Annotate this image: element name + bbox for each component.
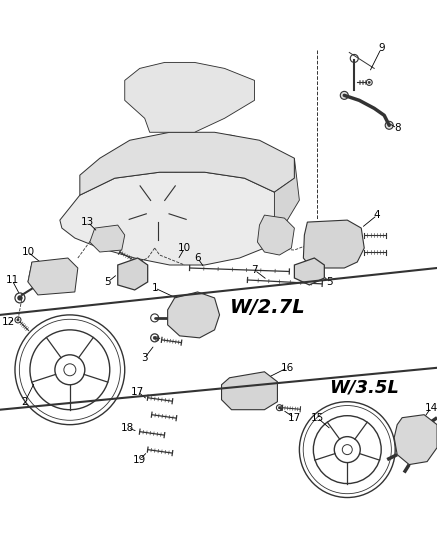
Polygon shape xyxy=(118,258,148,290)
Circle shape xyxy=(153,336,156,340)
Text: W/3.5L: W/3.5L xyxy=(329,379,399,397)
Text: 8: 8 xyxy=(394,123,400,133)
Text: 9: 9 xyxy=(378,44,385,53)
Text: 14: 14 xyxy=(424,403,438,413)
Text: 18: 18 xyxy=(121,423,134,433)
Text: 6: 6 xyxy=(194,253,201,263)
Text: 13: 13 xyxy=(81,217,95,227)
Text: 15: 15 xyxy=(311,413,324,423)
Text: 12: 12 xyxy=(1,317,14,327)
Polygon shape xyxy=(90,225,125,252)
Text: 17: 17 xyxy=(131,387,145,397)
Circle shape xyxy=(36,282,40,286)
Polygon shape xyxy=(125,62,254,132)
Text: 10: 10 xyxy=(178,243,191,253)
Polygon shape xyxy=(294,258,324,285)
Text: 7: 7 xyxy=(251,265,258,275)
Text: 1: 1 xyxy=(152,283,158,293)
Circle shape xyxy=(18,296,22,300)
Circle shape xyxy=(368,81,371,84)
Polygon shape xyxy=(168,292,219,338)
Polygon shape xyxy=(394,415,437,465)
Circle shape xyxy=(385,122,393,130)
Text: 2: 2 xyxy=(21,397,28,407)
Polygon shape xyxy=(80,132,294,195)
Text: 5: 5 xyxy=(105,277,111,287)
Circle shape xyxy=(226,147,233,153)
Text: 19: 19 xyxy=(133,455,146,465)
Polygon shape xyxy=(222,372,277,410)
Text: 5: 5 xyxy=(326,277,332,287)
Text: W/2.7L: W/2.7L xyxy=(230,298,305,318)
Circle shape xyxy=(278,407,281,409)
Polygon shape xyxy=(258,215,294,255)
Text: 10: 10 xyxy=(21,247,35,257)
Circle shape xyxy=(17,319,19,321)
Text: 17: 17 xyxy=(288,413,301,423)
Text: 4: 4 xyxy=(374,210,381,220)
Polygon shape xyxy=(60,172,284,265)
Text: 16: 16 xyxy=(281,363,294,373)
Text: 3: 3 xyxy=(141,353,148,363)
Text: 11: 11 xyxy=(5,275,18,285)
Polygon shape xyxy=(28,258,78,295)
Polygon shape xyxy=(275,158,300,225)
Polygon shape xyxy=(304,220,364,268)
Circle shape xyxy=(340,91,348,99)
